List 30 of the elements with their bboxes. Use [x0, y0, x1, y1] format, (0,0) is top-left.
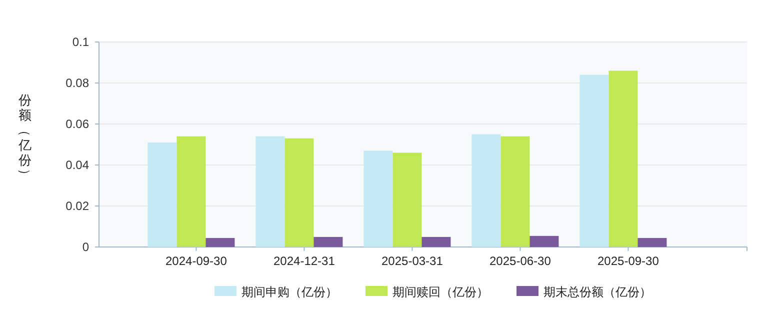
legend-label: 期间赎回（亿份）	[392, 285, 488, 299]
x-tick-label: 2024-09-30	[166, 254, 228, 268]
bar	[530, 236, 559, 247]
x-tick-label: 2024-12-31	[274, 254, 336, 268]
y-tick-label: 0.02	[66, 199, 90, 213]
bar	[314, 236, 343, 247]
bar	[638, 238, 667, 247]
legend-label: 期末总份额（亿份）	[544, 285, 652, 299]
bar	[364, 150, 393, 247]
bar	[392, 152, 422, 247]
bar	[500, 136, 530, 247]
x-tick-label: 2025-09-30	[598, 254, 660, 268]
legend-label: 期间申购（亿份）	[242, 285, 338, 299]
x-tick-label: 2025-03-31	[382, 254, 444, 268]
y-tick-label: 0.08	[66, 76, 90, 90]
bar	[422, 236, 451, 247]
x-tick-label: 2025-06-30	[490, 254, 552, 268]
bar	[608, 70, 638, 247]
y-tick-label: 0.04	[66, 158, 90, 172]
y-tick-label: 0.06	[66, 117, 90, 131]
bar	[176, 136, 206, 247]
bar	[148, 142, 177, 247]
y-axis-title: 份额（亿份）	[18, 92, 32, 182]
bar	[206, 238, 235, 247]
bar	[284, 138, 314, 247]
y-tick-label: 0	[82, 240, 90, 254]
y-tick-label: 0.1	[72, 35, 90, 49]
bar	[580, 74, 609, 247]
bar	[472, 134, 501, 247]
bar	[256, 136, 285, 247]
